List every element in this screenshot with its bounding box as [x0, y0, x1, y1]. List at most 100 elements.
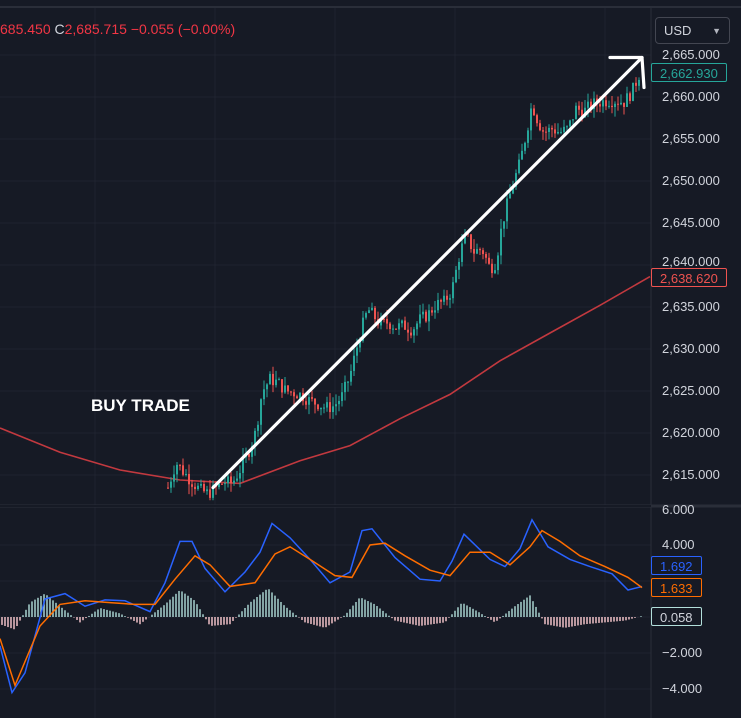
candle-body — [191, 484, 193, 487]
candle-body — [257, 424, 259, 431]
candle-body — [359, 341, 361, 348]
candle-body — [575, 105, 577, 120]
candle-body — [572, 119, 574, 121]
price-axis-tick: 2,665.000 — [662, 47, 720, 62]
candle-body — [512, 186, 514, 194]
candle-body — [197, 485, 199, 490]
candle-body — [608, 105, 610, 107]
candle-body — [290, 391, 292, 393]
candle-body — [230, 476, 232, 484]
candle-body — [449, 298, 451, 300]
currency-selector-button[interactable]: USD ▼ — [655, 17, 730, 44]
candle-body — [419, 314, 421, 324]
candle-body — [284, 385, 286, 393]
candle-body — [620, 102, 622, 105]
candle-body — [347, 381, 349, 383]
candle-body — [410, 332, 412, 336]
candle-body — [392, 328, 394, 330]
candle-body — [365, 313, 367, 318]
candle-body — [560, 131, 562, 133]
candle-body — [254, 430, 256, 447]
candle-body — [200, 484, 202, 486]
candle-body — [458, 261, 460, 270]
candle-body — [578, 105, 580, 110]
macd-axis-tick: 4.000 — [662, 537, 695, 552]
candle-body — [614, 103, 616, 108]
price-axis-tick: 2,660.000 — [662, 89, 720, 104]
candle-body — [425, 311, 427, 322]
candle-body — [329, 402, 331, 413]
candle-body — [590, 101, 592, 110]
candle-body — [305, 401, 307, 405]
price-axis-tick: 2,620.000 — [662, 425, 720, 440]
candle-body — [464, 233, 466, 244]
candle-body — [626, 93, 628, 107]
candle-body — [632, 82, 634, 101]
price-pane[interactable] — [0, 55, 651, 507]
candle-body — [524, 142, 526, 151]
candle-body — [293, 392, 295, 397]
candle-body — [599, 104, 601, 107]
candle-body — [296, 396, 298, 399]
candle-body — [311, 397, 313, 399]
candle-body — [176, 464, 178, 475]
candle-body — [602, 100, 604, 107]
price-axis-tick: 2,645.000 — [662, 215, 720, 230]
candle-body — [482, 250, 484, 255]
candle-body — [338, 400, 340, 405]
candle-body — [209, 489, 211, 498]
price-axis-tick: 2,650.000 — [662, 173, 720, 188]
candle-body — [272, 373, 274, 386]
candle-body — [629, 93, 631, 101]
macd-pane[interactable] — [0, 518, 643, 695]
candle-body — [431, 310, 433, 313]
macd-axis-tick: 6.000 — [662, 502, 695, 517]
candle-body — [428, 310, 430, 322]
candle-body — [380, 318, 382, 326]
candle-body — [479, 249, 481, 251]
candle-body — [638, 79, 640, 86]
candle-body — [227, 476, 229, 484]
arrowhead-icon — [608, 55, 646, 90]
candle-body — [611, 105, 613, 108]
currency-label: USD — [664, 23, 692, 38]
candle-body — [476, 249, 478, 254]
candle-body — [566, 126, 568, 128]
candle-body — [332, 406, 334, 413]
candle-body — [203, 484, 205, 492]
candle-body — [518, 159, 520, 174]
candle-body — [371, 307, 373, 311]
candle-body — [170, 481, 172, 488]
candle-body — [278, 379, 280, 381]
candle-body — [491, 263, 493, 274]
candle-body — [263, 389, 265, 400]
candle-body — [386, 318, 388, 324]
candle-body — [287, 385, 289, 392]
candle-body — [563, 126, 565, 132]
candle-body — [452, 282, 454, 299]
candle-body — [530, 108, 532, 131]
candle-body — [527, 130, 529, 143]
candle-body — [461, 243, 463, 262]
signal-value-badge: 1.633 — [651, 578, 702, 597]
candle-body — [242, 457, 244, 474]
last-price-badge: 2,662.930 — [651, 63, 727, 83]
candle-body — [323, 407, 325, 409]
candle-body — [260, 399, 262, 425]
candle-body — [206, 489, 208, 492]
candle-body — [308, 397, 310, 405]
candle-body — [539, 123, 541, 131]
candle-body — [623, 102, 625, 107]
candle-body — [266, 384, 268, 390]
candle-body — [437, 299, 439, 311]
candle-body — [509, 193, 511, 199]
candle-body — [494, 270, 496, 274]
candle-body — [350, 370, 352, 382]
candle-body — [536, 115, 538, 124]
candle-body — [326, 402, 328, 408]
macd-line — [0, 518, 643, 695]
candle-body — [248, 454, 250, 457]
candle-body — [185, 473, 187, 475]
candle-body — [368, 310, 370, 314]
